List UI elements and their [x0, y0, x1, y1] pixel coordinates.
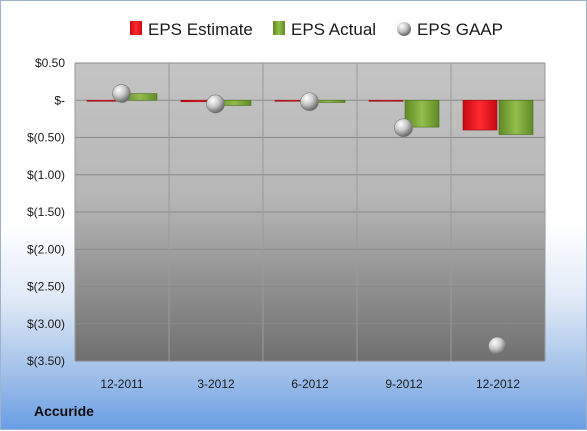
x-tick-label: 12-2012 — [476, 377, 520, 391]
x-tick-label: 3-2012 — [197, 377, 235, 391]
legend-swatch-actual — [273, 21, 285, 35]
legend-item-estimate: EPS Estimate — [130, 20, 253, 39]
company-label: Accuride — [34, 403, 94, 419]
legend: EPS Estimate EPS Actual EPS GAAP — [130, 20, 503, 39]
marker-eps-gaap — [112, 84, 131, 103]
y-tick-label: $(2.00) — [27, 242, 65, 256]
y-tick-label: $(1.50) — [27, 205, 65, 219]
legend-item-actual: EPS Actual — [273, 20, 376, 39]
bar-eps-actual — [498, 99, 534, 135]
y-tick-label: $(1.00) — [27, 168, 65, 182]
marker-eps-gaap — [206, 94, 225, 114]
bar-eps-estimate — [462, 99, 498, 131]
x-tick-label: 9-2012 — [385, 377, 423, 391]
gaap-markers — [112, 84, 507, 356]
x-tick-label: 12-2011 — [100, 377, 143, 391]
marker-eps-gaap — [394, 118, 413, 138]
marker-eps-gaap — [488, 336, 507, 356]
legend-marker-gaap — [397, 22, 411, 36]
x-tick-label: 6-2012 — [291, 377, 329, 391]
legend-item-gaap: EPS GAAP — [397, 20, 503, 39]
y-axis: $0.50 $- $(0.50) $(1.00) $(1.50) $(2.00) $(2.5… — [27, 56, 65, 368]
y-tick-label: $(3.00) — [27, 317, 65, 331]
legend-label-gaap: EPS GAAP — [417, 20, 503, 39]
y-tick-label: $(2.50) — [27, 280, 65, 294]
bar-eps-estimate — [368, 99, 404, 102]
legend-label-actual: EPS Actual — [291, 20, 376, 39]
y-tick-label: $(0.50) — [27, 131, 65, 145]
y-tick-label: $- — [54, 93, 65, 107]
x-axis: 12-2011 3-2012 6-2012 9-2012 12-2012 — [100, 377, 520, 391]
y-tick-label: $(3.50) — [27, 354, 65, 368]
marker-eps-gaap — [300, 92, 319, 112]
legend-label-estimate: EPS Estimate — [148, 20, 253, 39]
y-tick-label: $0.50 — [35, 56, 65, 70]
legend-swatch-estimate — [130, 21, 142, 35]
